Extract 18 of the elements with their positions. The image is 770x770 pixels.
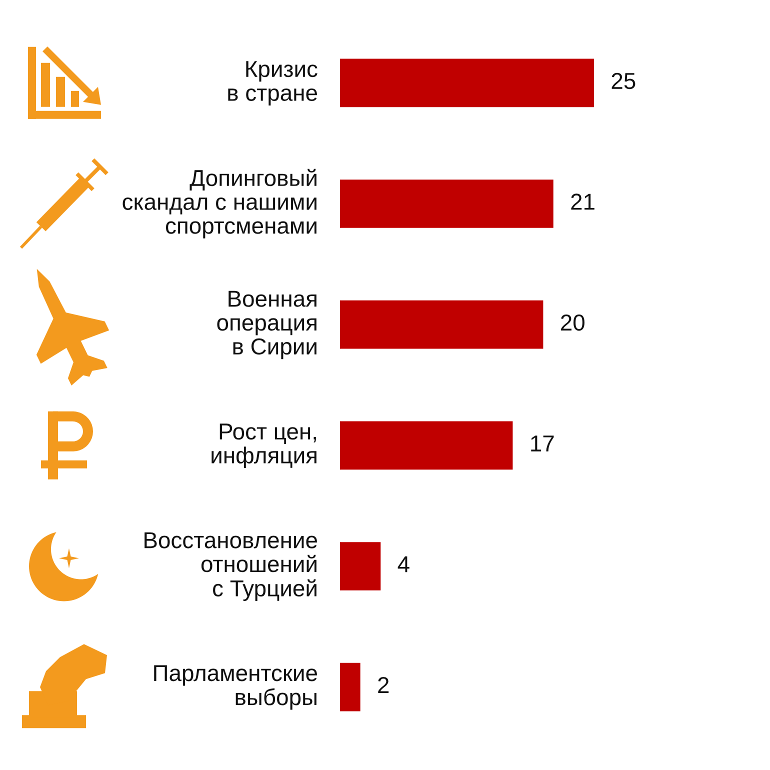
bar xyxy=(340,300,544,349)
data-label: 4 xyxy=(398,556,410,572)
bar xyxy=(340,542,381,590)
data-label: 25 xyxy=(612,72,636,90)
bar xyxy=(340,58,594,108)
bar xyxy=(340,180,554,228)
bar xyxy=(340,662,360,712)
data-label: 17 xyxy=(531,436,554,452)
y-tick-label: Допинговый скандал с нашими спортсменами xyxy=(122,168,316,238)
data-label: 21 xyxy=(571,194,594,210)
y-tick-label: Парламентские выборы xyxy=(154,665,317,710)
y-tick-label: Военная операция в Сирии xyxy=(217,290,316,360)
data-label: 2 xyxy=(378,677,389,694)
y-tick-label: Рост цен, инфляция xyxy=(212,424,316,468)
y-tick-label: Восстановление отношений с Турцией xyxy=(144,532,317,602)
bar xyxy=(340,421,513,470)
y-tick-label: Кризис в стране xyxy=(228,61,318,106)
data-label: 20 xyxy=(561,314,584,331)
